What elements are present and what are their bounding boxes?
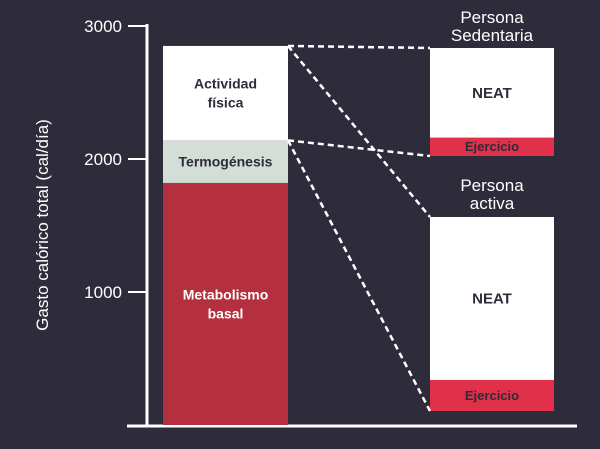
y-axis-label: Gasto calórico total (cal/día) xyxy=(33,119,52,331)
bar-segment-termogénesis xyxy=(163,140,288,183)
bar-segment-label: Metabolismo xyxy=(183,286,269,302)
bar-segment-label: Actividad xyxy=(194,76,257,92)
breakdown-segment-label: Ejercicio xyxy=(465,139,519,154)
bar-segment-actividad-física xyxy=(163,45,288,141)
breakdown-title: Persona xyxy=(460,8,524,27)
breakdown-title: Persona xyxy=(460,176,524,195)
bar-segment-label: basal xyxy=(208,305,244,321)
breakdown-segment-label: NEAT xyxy=(472,85,512,102)
connector-bottom-line xyxy=(286,139,432,412)
connector-bottom-line xyxy=(287,139,431,158)
breakdown-title: activa xyxy=(470,194,515,213)
bar-segment-label: física xyxy=(208,95,244,111)
bar-segment-label: Termogénesis xyxy=(179,154,273,170)
breakdown-title: Sedentaria xyxy=(451,26,534,45)
connector-top-line xyxy=(287,45,431,218)
breakdown-segment-ejercicio xyxy=(430,137,554,156)
connector-top-line xyxy=(287,44,431,50)
y-tick-label: 2000 xyxy=(84,150,122,169)
breakdown-segment-neat xyxy=(430,217,554,380)
breakdown-segment-label: NEAT xyxy=(472,290,512,307)
breakdown-segment-label: Ejercicio xyxy=(465,388,519,403)
y-tick-label: 1000 xyxy=(84,283,122,302)
bar-segment-metabolismo-basal xyxy=(163,182,288,425)
y-tick-label: 3000 xyxy=(84,17,122,36)
breakdown-segment-ejercicio xyxy=(430,379,554,411)
breakdown-segment-neat xyxy=(430,48,554,138)
